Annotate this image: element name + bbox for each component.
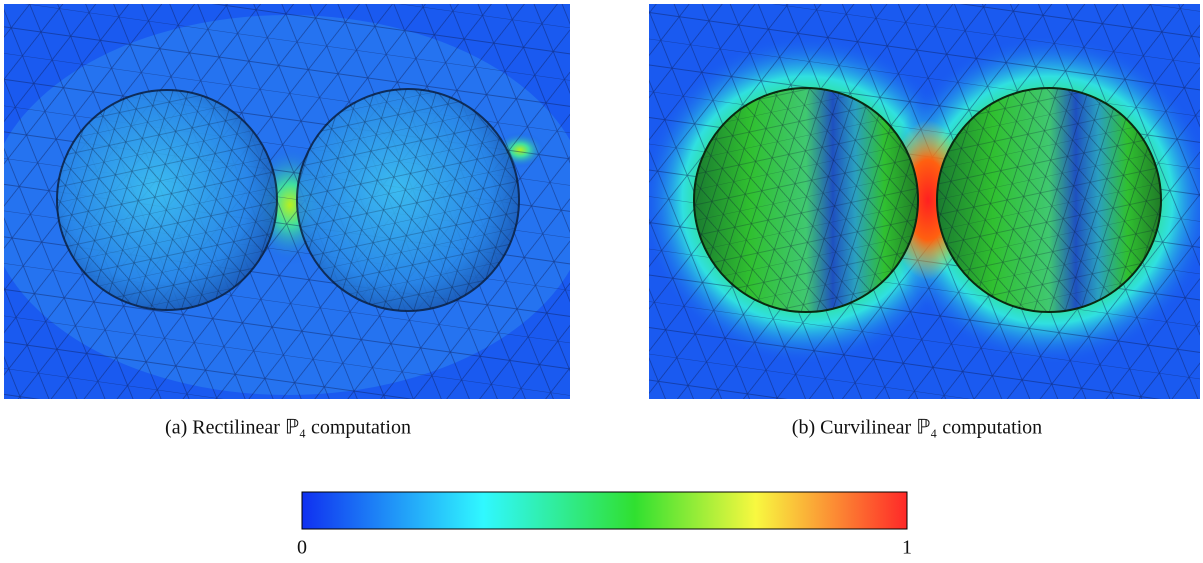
mesh bbox=[297, 89, 519, 311]
caption: (a) Rectilinear ℙ₄ computation bbox=[165, 417, 411, 439]
colorbar-tick-label: 0 bbox=[297, 537, 307, 559]
caption: (b) Curvilinear ℙ₄ computation bbox=[792, 417, 1042, 439]
colorbar bbox=[301, 491, 908, 530]
mesh bbox=[694, 88, 918, 312]
colorbar-tick-label: 1 bbox=[902, 537, 912, 559]
panel-a-image bbox=[4, 4, 570, 399]
mesh bbox=[937, 88, 1161, 312]
panel-b-image bbox=[649, 4, 1200, 399]
mesh bbox=[57, 90, 277, 310]
